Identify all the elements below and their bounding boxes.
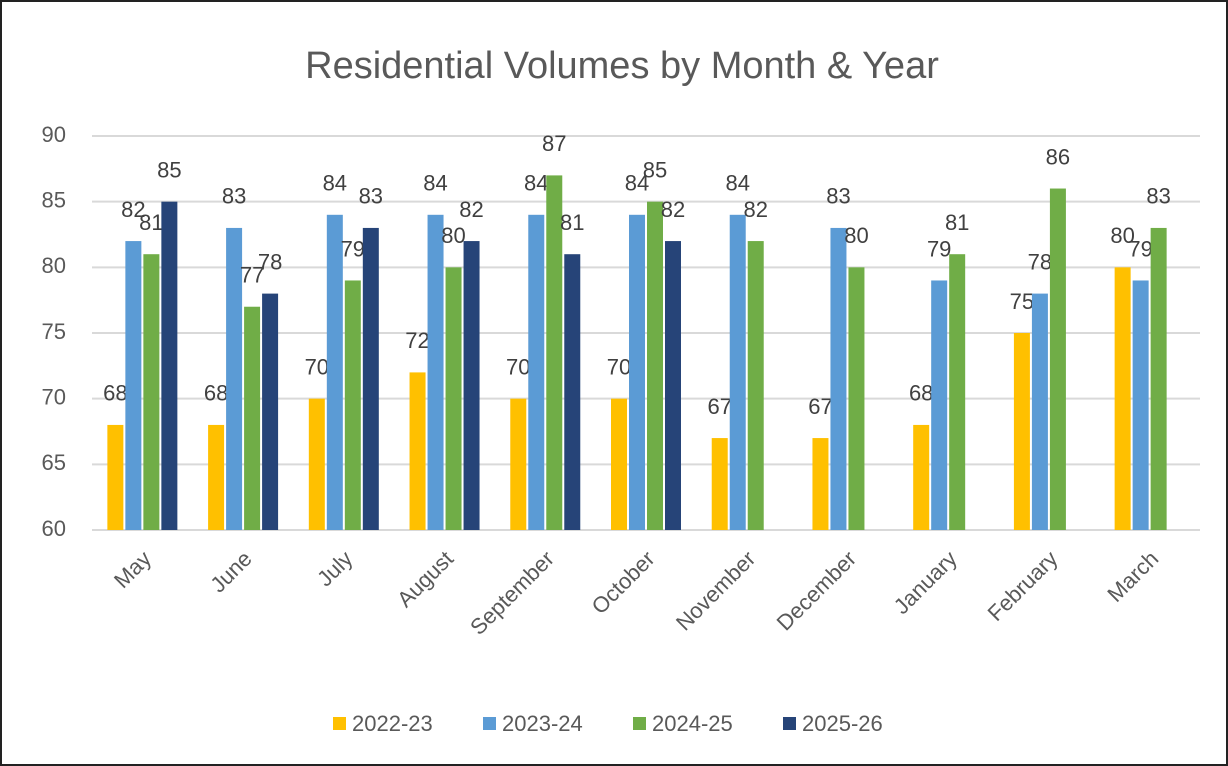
data-label: 82: [459, 197, 483, 222]
data-label: 67: [808, 394, 832, 419]
bar: [445, 267, 462, 530]
data-label: 84: [625, 171, 649, 196]
bar: [510, 398, 527, 530]
bar: [244, 306, 261, 530]
bar: [848, 267, 865, 530]
legend-swatch: [633, 717, 646, 730]
bar: [226, 227, 243, 530]
data-label: 70: [305, 354, 329, 379]
bar: [463, 241, 480, 531]
bar: [262, 293, 279, 530]
y-tick-label: 80: [42, 253, 66, 278]
legend-label: 2022-23: [352, 711, 433, 736]
bar: [665, 241, 681, 531]
data-label: 81: [139, 210, 163, 235]
data-label: 70: [506, 354, 530, 379]
bar: [913, 424, 930, 530]
data-label: 77: [240, 263, 264, 288]
legend-label: 2024-25: [652, 711, 733, 736]
y-tick-label: 90: [42, 122, 66, 147]
bar: [208, 424, 225, 530]
bar: [125, 241, 142, 531]
bar: [344, 280, 361, 530]
bar: [1150, 227, 1167, 530]
chart-title: Residential Volumes by Month & Year: [305, 45, 939, 87]
bar: [1049, 188, 1066, 531]
bar: [1114, 267, 1131, 530]
legend-label: 2023-24: [502, 711, 583, 736]
data-label: 68: [103, 381, 127, 406]
data-label: 84: [423, 171, 447, 196]
bar: [830, 227, 847, 530]
bar: [931, 280, 948, 530]
bar: [747, 241, 764, 531]
data-label: 82: [661, 197, 685, 222]
bar: [1013, 333, 1030, 530]
y-tick-label: 60: [42, 516, 66, 541]
y-tick-label: 75: [42, 319, 66, 344]
bar: [107, 424, 124, 530]
bar: [729, 214, 746, 531]
data-label: 84: [524, 171, 548, 196]
data-label: 78: [258, 249, 282, 274]
bar: [1031, 293, 1048, 530]
bar: [409, 372, 426, 530]
data-label: 78: [1028, 249, 1052, 274]
data-label: 84: [323, 171, 347, 196]
data-label: 81: [560, 210, 584, 235]
bar: [362, 227, 379, 530]
data-label: 85: [643, 157, 667, 182]
y-tick-label: 85: [42, 187, 66, 212]
data-label: 75: [1010, 289, 1034, 314]
data-label: 67: [707, 394, 731, 419]
data-label: 82: [121, 197, 145, 222]
data-label: 86: [1046, 144, 1070, 169]
y-tick-label: 65: [42, 450, 66, 475]
data-label: 79: [1128, 236, 1152, 261]
data-label: 82: [743, 197, 767, 222]
legend-label: 2025-26: [802, 711, 883, 736]
bar: [326, 214, 343, 531]
legend-swatch: [483, 717, 496, 730]
bar: [427, 214, 444, 531]
bar: [161, 201, 178, 530]
data-label: 80: [844, 223, 868, 248]
data-label: 83: [826, 184, 850, 209]
bar: [629, 214, 645, 531]
bar: [528, 214, 545, 531]
data-label: 79: [341, 236, 365, 261]
data-label: 83: [359, 184, 383, 209]
y-tick-label: 70: [42, 384, 66, 409]
bar: [812, 438, 829, 530]
data-label: 68: [204, 381, 228, 406]
data-label: 72: [405, 328, 429, 353]
data-label: 85: [157, 157, 181, 182]
data-label: 80: [1110, 223, 1134, 248]
bar: [564, 254, 581, 530]
data-label: 80: [441, 223, 465, 248]
bar: [143, 254, 160, 530]
bar: [546, 175, 563, 530]
data-label: 68: [909, 381, 933, 406]
bar: [611, 398, 627, 530]
bar: [949, 254, 966, 530]
legend-swatch: [783, 717, 796, 730]
data-label: 83: [1146, 184, 1170, 209]
bar: [1132, 280, 1149, 530]
data-label: 70: [607, 354, 631, 379]
data-label: 83: [222, 184, 246, 209]
data-label: 84: [725, 171, 749, 196]
legend-swatch: [333, 717, 346, 730]
data-label: 87: [542, 131, 566, 156]
bar: [308, 398, 325, 530]
data-label: 81: [945, 210, 969, 235]
data-label: 79: [927, 236, 951, 261]
bar: [647, 201, 663, 530]
bar: [711, 438, 728, 530]
